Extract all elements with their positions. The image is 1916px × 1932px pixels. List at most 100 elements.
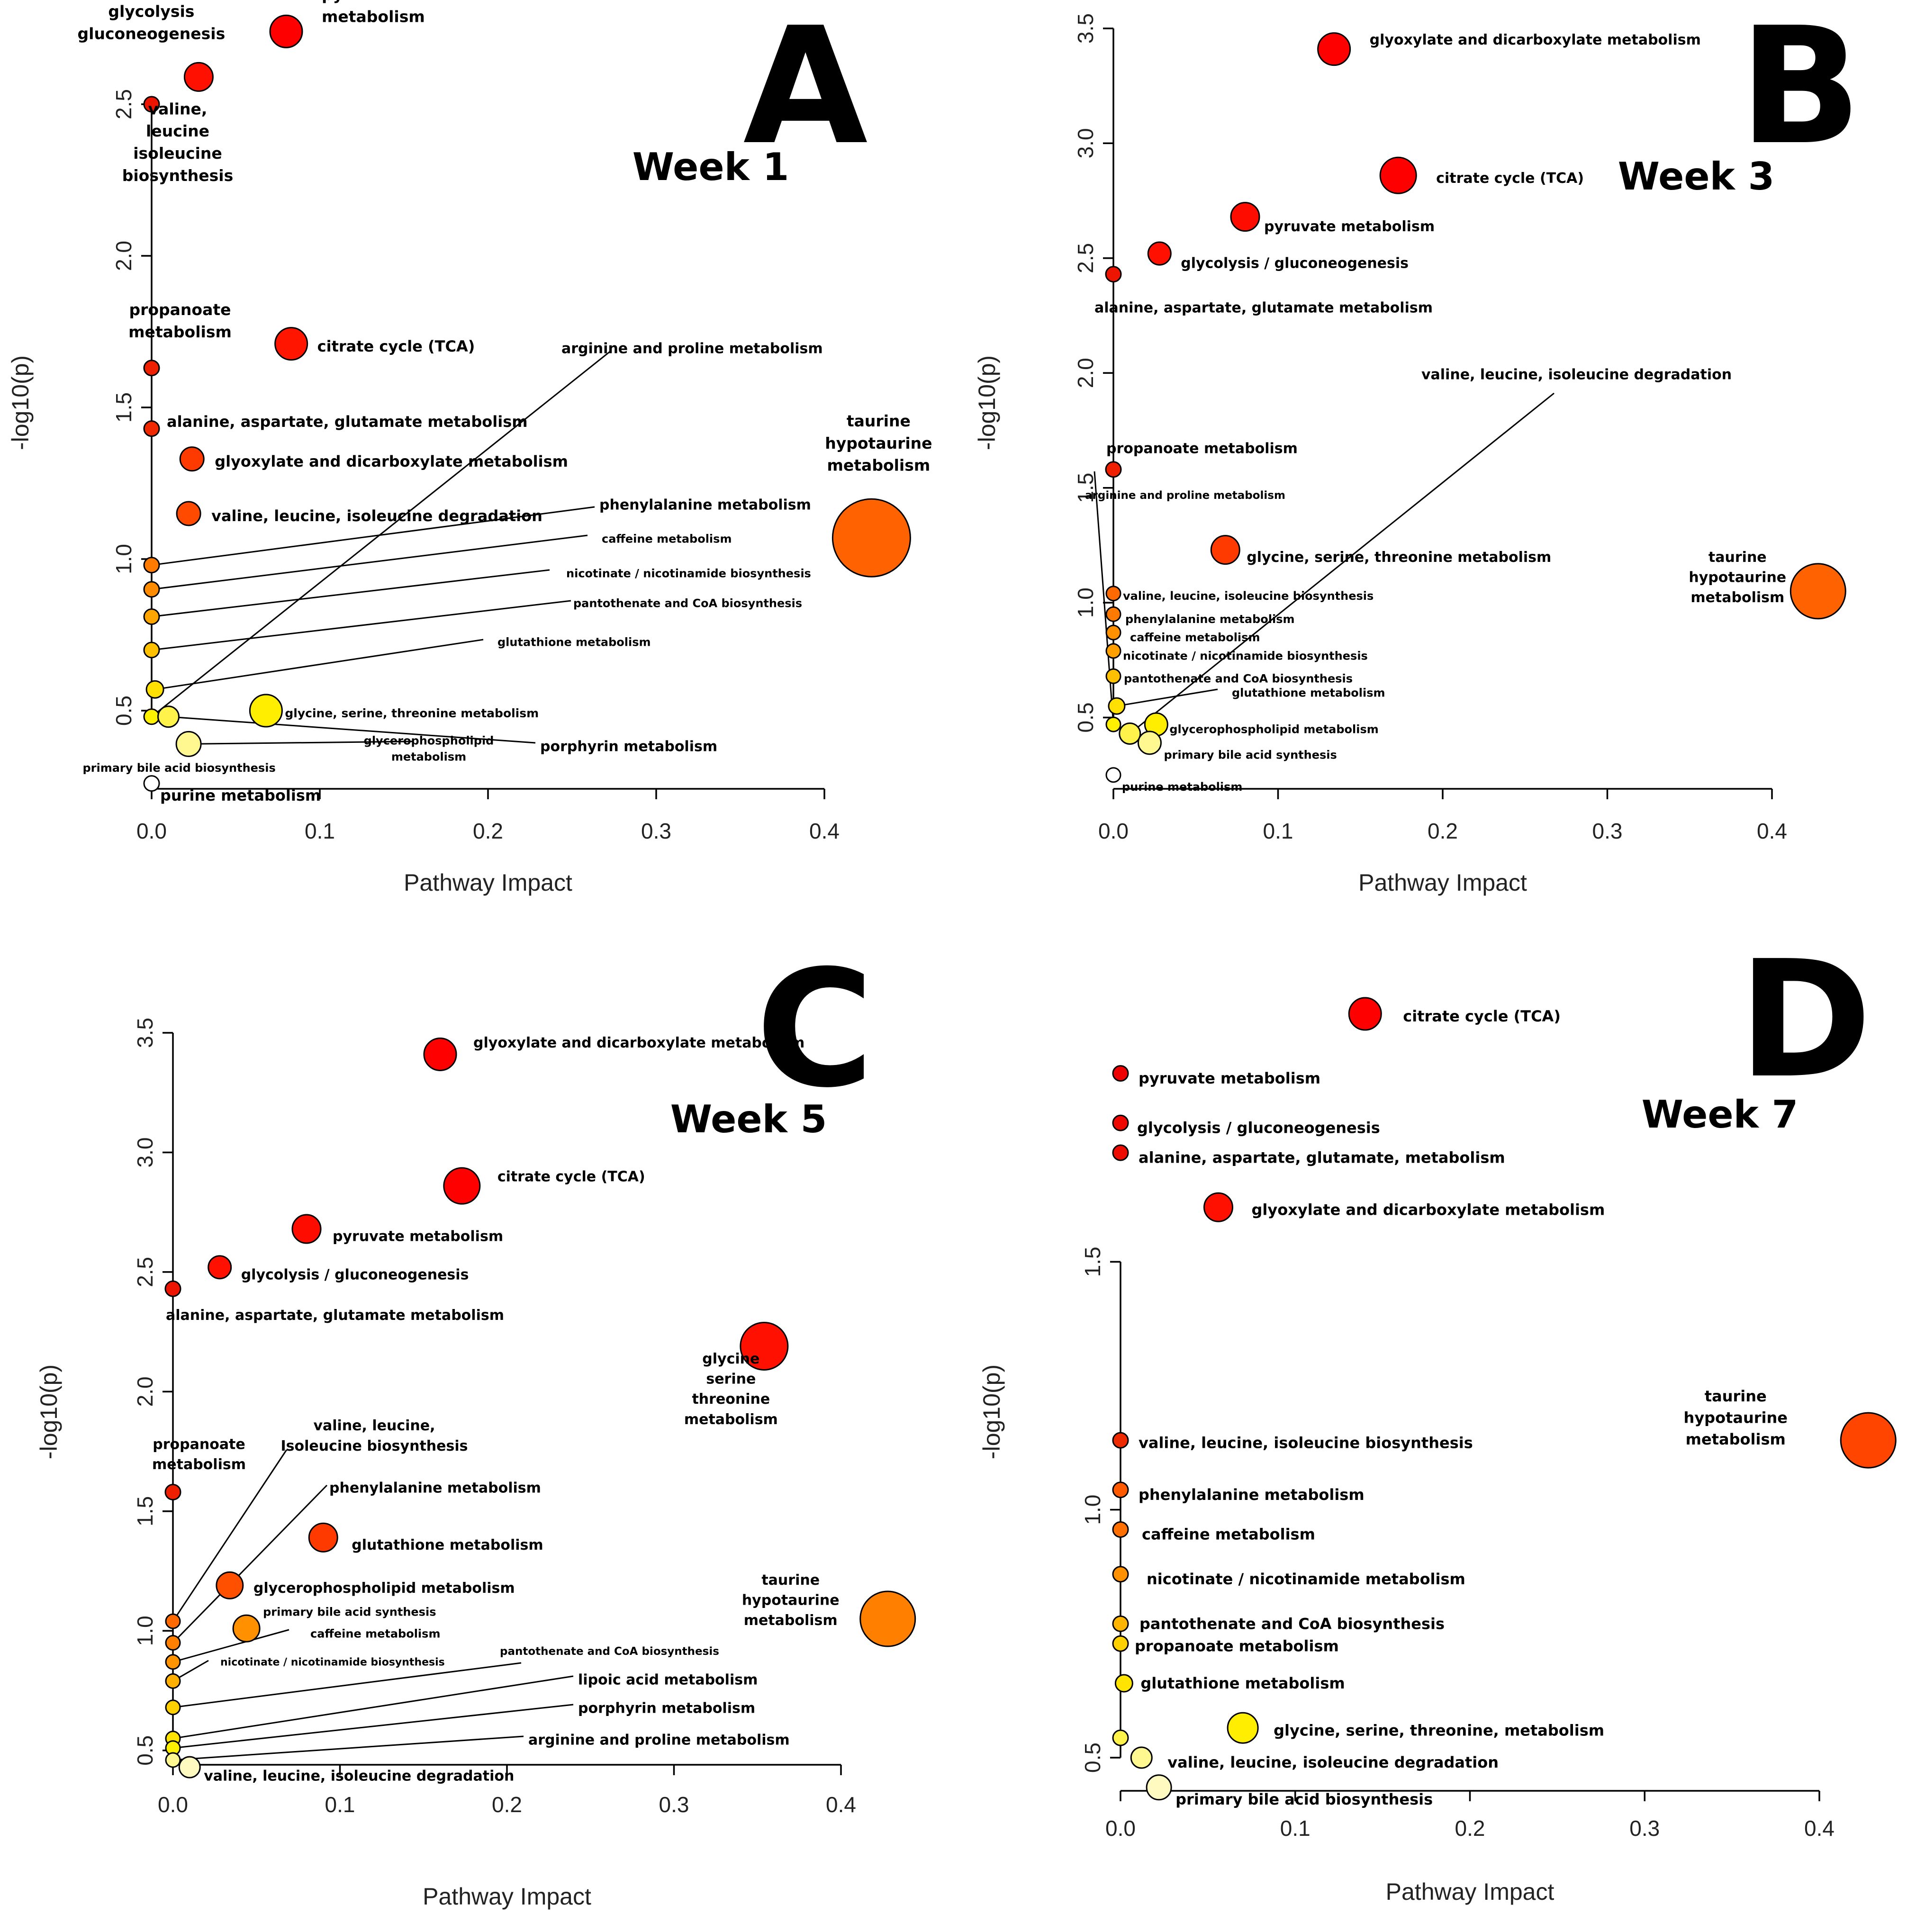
data-point <box>143 420 160 437</box>
data-label: pantothenate and CoA biosynthesis <box>573 596 802 610</box>
y-tick-label: 1.0 <box>1073 587 1098 618</box>
data-label: caffeine metabolism <box>310 1627 440 1640</box>
data-point <box>165 1752 181 1768</box>
data-label: metabolism <box>391 750 466 763</box>
x-tick-label: 0.0 <box>1105 1816 1136 1841</box>
leader-line <box>151 350 612 717</box>
data-point <box>443 1167 481 1205</box>
data-point <box>249 694 283 728</box>
data-point <box>143 775 160 792</box>
data-point <box>176 501 201 526</box>
data-point <box>1112 1521 1129 1538</box>
data-label: glycolysis <box>108 2 194 21</box>
data-label: metabolism <box>827 456 931 475</box>
bubble-layer <box>1112 997 1897 1801</box>
leader-line <box>168 716 536 744</box>
data-label: taurine <box>1705 1387 1767 1405</box>
x-tick-label: 0.0 <box>136 819 167 843</box>
panel-letter: B <box>1739 0 1862 181</box>
data-point <box>232 1614 261 1643</box>
data-point <box>1379 156 1417 194</box>
data-point <box>1105 606 1121 622</box>
leader-line <box>172 1735 524 1761</box>
data-point <box>165 1699 181 1715</box>
data-label: primary bile acid synthesis <box>263 1606 436 1619</box>
data-label: Isoleucine biosynthesis <box>280 1438 468 1454</box>
data-label: purine metabolism <box>1122 780 1242 794</box>
data-point <box>1146 1774 1172 1801</box>
leader-line <box>172 1675 574 1739</box>
data-label: valine, leucine, isoleucine degradation <box>204 1768 514 1785</box>
data-label: citrate cycle (TCA) <box>1436 170 1584 187</box>
x-tick-label: 0.4 <box>1804 1816 1835 1841</box>
data-label: arginine and proline metabolism <box>528 1732 790 1749</box>
data-label: alanine, aspartate, glutamate metabolism <box>166 1307 504 1324</box>
leader-line <box>151 506 595 566</box>
x-tick-label: 0.2 <box>1455 1816 1485 1841</box>
data-label: propanoate <box>153 1436 245 1453</box>
data-label: citrate cycle (TCA) <box>1403 1007 1561 1025</box>
data-label: metabolism <box>744 1612 838 1629</box>
y-tick-label: 1.5 <box>1080 1246 1105 1277</box>
data-point <box>859 1590 916 1647</box>
leader-line <box>1129 392 1554 734</box>
data-point <box>143 641 160 659</box>
data-point <box>291 1214 322 1244</box>
data-point <box>1114 1674 1133 1693</box>
data-point <box>165 1635 181 1651</box>
x-axis-title: Pathway Impact <box>1386 1878 1554 1905</box>
y-tick-label: 2.5 <box>133 1257 157 1287</box>
data-label: lipoic acid metabolism <box>578 1672 758 1688</box>
data-label: valine, <box>148 99 208 118</box>
data-label: threonine <box>692 1391 770 1408</box>
data-label: pyruvate metabolism <box>333 1228 503 1245</box>
data-label: pyruvate metabolism <box>1139 1069 1320 1087</box>
y-tick-label: 1.5 <box>133 1496 157 1526</box>
data-label: taurine <box>847 412 911 430</box>
data-label: caffeine metabolism <box>1130 631 1260 644</box>
data-label: hypotaurine <box>742 1592 840 1609</box>
data-point <box>1105 716 1121 732</box>
data-point <box>308 1522 338 1553</box>
leader-line <box>172 1629 289 1663</box>
data-point <box>165 1613 181 1629</box>
chart-title: Week 3 <box>1618 154 1775 199</box>
data-label: glutathione metabolism <box>1232 686 1385 699</box>
leader-line <box>172 1662 522 1708</box>
data-label: nicotinate / nicotinamide biosynthesis <box>1123 649 1368 662</box>
leader-layer <box>151 350 612 745</box>
data-label: glycolysis / gluconeogenesis <box>1181 255 1409 272</box>
data-point <box>1210 535 1240 565</box>
data-label: primary bile acid synthesis <box>1164 748 1337 761</box>
data-label: serine <box>706 1371 756 1388</box>
data-label: glutathione metabolism <box>497 635 651 649</box>
label-layer: pyruvate metabolism glycolysis gluconeogene… <box>78 0 932 804</box>
data-point <box>1105 767 1121 783</box>
data-point <box>143 360 160 377</box>
y-tick-label: 0.5 <box>133 1735 157 1766</box>
data-label: phenylalanine metabolism <box>599 497 811 514</box>
x-axis-title: Pathway Impact <box>404 869 572 896</box>
data-point <box>178 1756 201 1779</box>
data-point <box>269 14 303 48</box>
data-label: pyruvate <box>322 0 401 4</box>
data-point <box>179 446 205 472</box>
leader-line <box>151 534 588 590</box>
leader-line <box>172 1484 328 1643</box>
data-point <box>1112 1729 1129 1746</box>
data-point <box>175 731 202 757</box>
data-label: glycerophospholipid metabolism <box>1169 722 1378 736</box>
y-tick-label: 0.5 <box>111 695 136 726</box>
y-tick-label: 3.5 <box>1073 13 1098 44</box>
label-layer: glyoxylate and dicarboxylate metabolism c… <box>1085 32 1786 794</box>
y-tick-label: 1.0 <box>133 1616 157 1646</box>
data-point <box>1108 697 1126 715</box>
data-label: taurine <box>1708 549 1767 566</box>
data-point <box>1112 1432 1129 1449</box>
data-label: glyoxylate and dicarboxylate metabolism <box>215 452 568 470</box>
data-point <box>143 581 160 598</box>
label-layer: glyoxylate and dicarboxylate metabolism c… <box>152 1035 840 1785</box>
leader-line <box>189 740 413 745</box>
y-tick-label: 2.0 <box>133 1376 157 1407</box>
data-label: glycine, serine, threonine metabolism <box>285 706 539 720</box>
